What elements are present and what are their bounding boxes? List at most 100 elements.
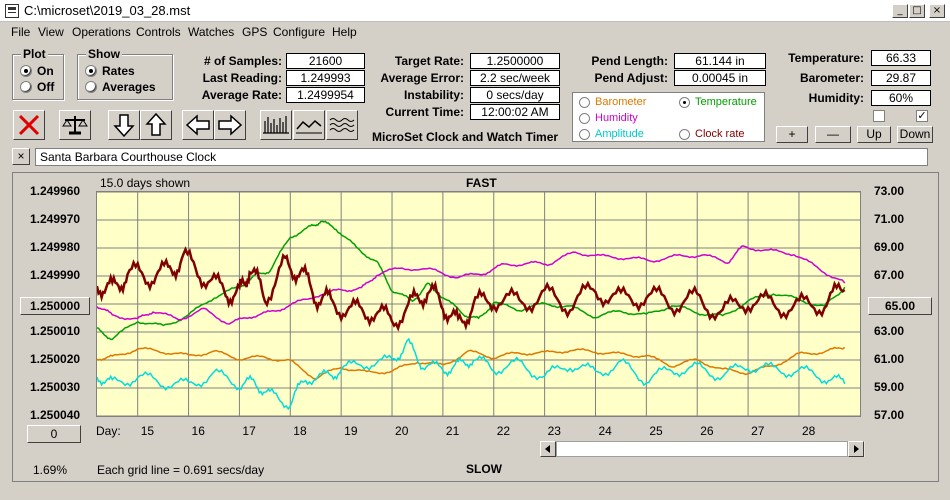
x-tick-label: 17 xyxy=(242,424,256,438)
line-graph-icon xyxy=(296,119,322,134)
scroll-right-icon[interactable] xyxy=(848,441,864,457)
samples-value: 21600 xyxy=(286,53,365,69)
current-time-label: Current Time: xyxy=(385,105,464,119)
average-rate-label: Average Rate: xyxy=(201,88,282,102)
humidity-label: Humidity: xyxy=(808,91,864,105)
menu-configure[interactable]: Configure xyxy=(273,25,326,39)
average-rate-value: 1.2499954 xyxy=(286,87,365,103)
series-line-barometer xyxy=(96,346,846,380)
plot-off-radio[interactable]: Off xyxy=(20,80,54,94)
right-tick-label: 59.00 xyxy=(874,380,905,394)
legend-humidity[interactable]: Humidity xyxy=(579,112,638,124)
clock-name-field[interactable]: Santa Barbara Courthouse Clock xyxy=(35,148,928,166)
plus-button[interactable]: + xyxy=(776,126,808,143)
right-tick-label: 63.00 xyxy=(874,324,905,338)
radio-empty-icon xyxy=(579,96,590,108)
menu-bar: File View Operations Controls Watches GP… xyxy=(0,23,950,41)
humidity-value: 60% xyxy=(871,90,931,106)
move-down-button[interactable] xyxy=(108,110,140,140)
wave-graph-icon xyxy=(329,118,355,132)
balance-button[interactable] xyxy=(59,110,91,140)
x-tick-label: 22 xyxy=(496,424,511,438)
arrow-up-icon xyxy=(145,112,167,136)
pend-length-value: 61.144 in xyxy=(674,53,766,69)
last-reading-label: Last Reading: xyxy=(202,71,282,85)
wave-graph-button[interactable] xyxy=(326,110,358,140)
down-button[interactable]: Down xyxy=(897,126,933,143)
up-button[interactable]: Up xyxy=(857,126,891,143)
left-center-button[interactable]: 1.250000 xyxy=(20,297,90,315)
radio-selected-icon xyxy=(85,65,97,77)
horizontal-scrollbar[interactable] xyxy=(540,441,865,457)
fast-label: FAST xyxy=(466,176,497,190)
menu-operations[interactable]: Operations xyxy=(72,25,131,39)
x-tick-label: 24 xyxy=(598,424,612,438)
balance-icon xyxy=(62,116,88,135)
title-bar: C:\microset\2019_03_28.mst _ □ × xyxy=(0,0,950,22)
radio-selected-icon xyxy=(679,96,690,108)
bar-graph-button[interactable] xyxy=(260,110,292,140)
x-tick-label: 23 xyxy=(547,424,561,438)
radio-empty-icon xyxy=(20,81,32,93)
target-rate-value: 1.2500000 xyxy=(470,53,560,69)
x-tick-label: 28 xyxy=(801,424,816,438)
maximize-icon[interactable]: □ xyxy=(909,4,925,18)
x-tick-label: 26 xyxy=(700,424,714,438)
pend-adjust-label: Pend Adjust: xyxy=(594,71,668,85)
bar-graph-icon xyxy=(263,116,289,134)
target-rate-label: Target Rate: xyxy=(394,54,464,68)
series-line-temperature xyxy=(96,220,846,341)
x-tick-label: 21 xyxy=(445,424,460,438)
line-graph-button[interactable] xyxy=(293,110,325,140)
clear-name-button[interactable]: × xyxy=(12,148,30,165)
menu-view[interactable]: View xyxy=(38,25,64,39)
show-rates-radio[interactable]: Rates xyxy=(85,64,135,78)
legend-clock-rate[interactable]: Clock rate xyxy=(679,128,745,140)
left-tick-label: 1.249990 xyxy=(30,268,81,282)
menu-watches[interactable]: Watches xyxy=(188,25,235,39)
radio-selected-icon xyxy=(20,65,32,77)
x-tick-label: 20 xyxy=(395,424,409,438)
plot-group-title: Plot xyxy=(21,47,48,61)
slow-label: SLOW xyxy=(466,462,502,476)
app-icon xyxy=(5,4,19,18)
legend-amplitude[interactable]: Amplitude xyxy=(579,128,644,140)
left-tick-label: 1.249970 xyxy=(30,212,81,226)
close-icon[interactable]: × xyxy=(929,4,945,18)
x-tick-label: 19 xyxy=(344,424,358,438)
x-tick-label: 15 xyxy=(140,424,155,438)
move-right-button[interactable] xyxy=(214,110,246,140)
pend-length-label: Pend Length: xyxy=(591,54,668,68)
humidity-checkbox-2[interactable]: ✓ xyxy=(916,110,928,122)
legend-barometer[interactable]: Barometer xyxy=(579,96,646,108)
pend-adjust-value: 0.00045 in xyxy=(674,70,766,86)
legend-temperature[interactable]: Temperature xyxy=(679,96,757,108)
right-center-button[interactable]: 65.00 xyxy=(868,297,932,315)
clear-button[interactable] xyxy=(13,110,45,140)
plot-on-radio[interactable]: On xyxy=(20,64,54,78)
series-line-amplitude xyxy=(96,337,846,411)
minus-button[interactable]: — xyxy=(815,126,851,143)
right-tick-label: 71.00 xyxy=(874,212,905,226)
temperature-value: 66.33 xyxy=(871,50,931,66)
scroll-left-icon[interactable] xyxy=(540,441,556,457)
humidity-checkbox-1[interactable] xyxy=(873,110,885,122)
scroll-thumb[interactable] xyxy=(556,441,848,457)
minimize-icon[interactable]: _ xyxy=(892,4,908,18)
move-up-button[interactable] xyxy=(140,110,172,140)
menu-controls[interactable]: Controls xyxy=(136,25,181,39)
last-reading-value: 1.249993 xyxy=(286,70,365,86)
show-averages-radio[interactable]: Averages xyxy=(85,80,156,94)
current-time-value: 12:00:02 AM xyxy=(470,104,560,120)
menu-help[interactable]: Help xyxy=(332,25,357,39)
x-tick-label: 18 xyxy=(293,424,307,438)
zero-button[interactable]: 0 xyxy=(27,425,81,443)
move-left-button[interactable] xyxy=(182,110,214,140)
menu-file[interactable]: File xyxy=(11,25,31,39)
left-tick-label: 1.250020 xyxy=(30,352,81,366)
left-tick-label: 1.249960 xyxy=(30,184,81,198)
menu-gps[interactable]: GPS xyxy=(242,25,268,39)
barometer-label: Barometer: xyxy=(799,71,864,85)
left-tick-label: 1.249980 xyxy=(30,240,81,254)
percent-label: 1.69% xyxy=(33,463,68,477)
